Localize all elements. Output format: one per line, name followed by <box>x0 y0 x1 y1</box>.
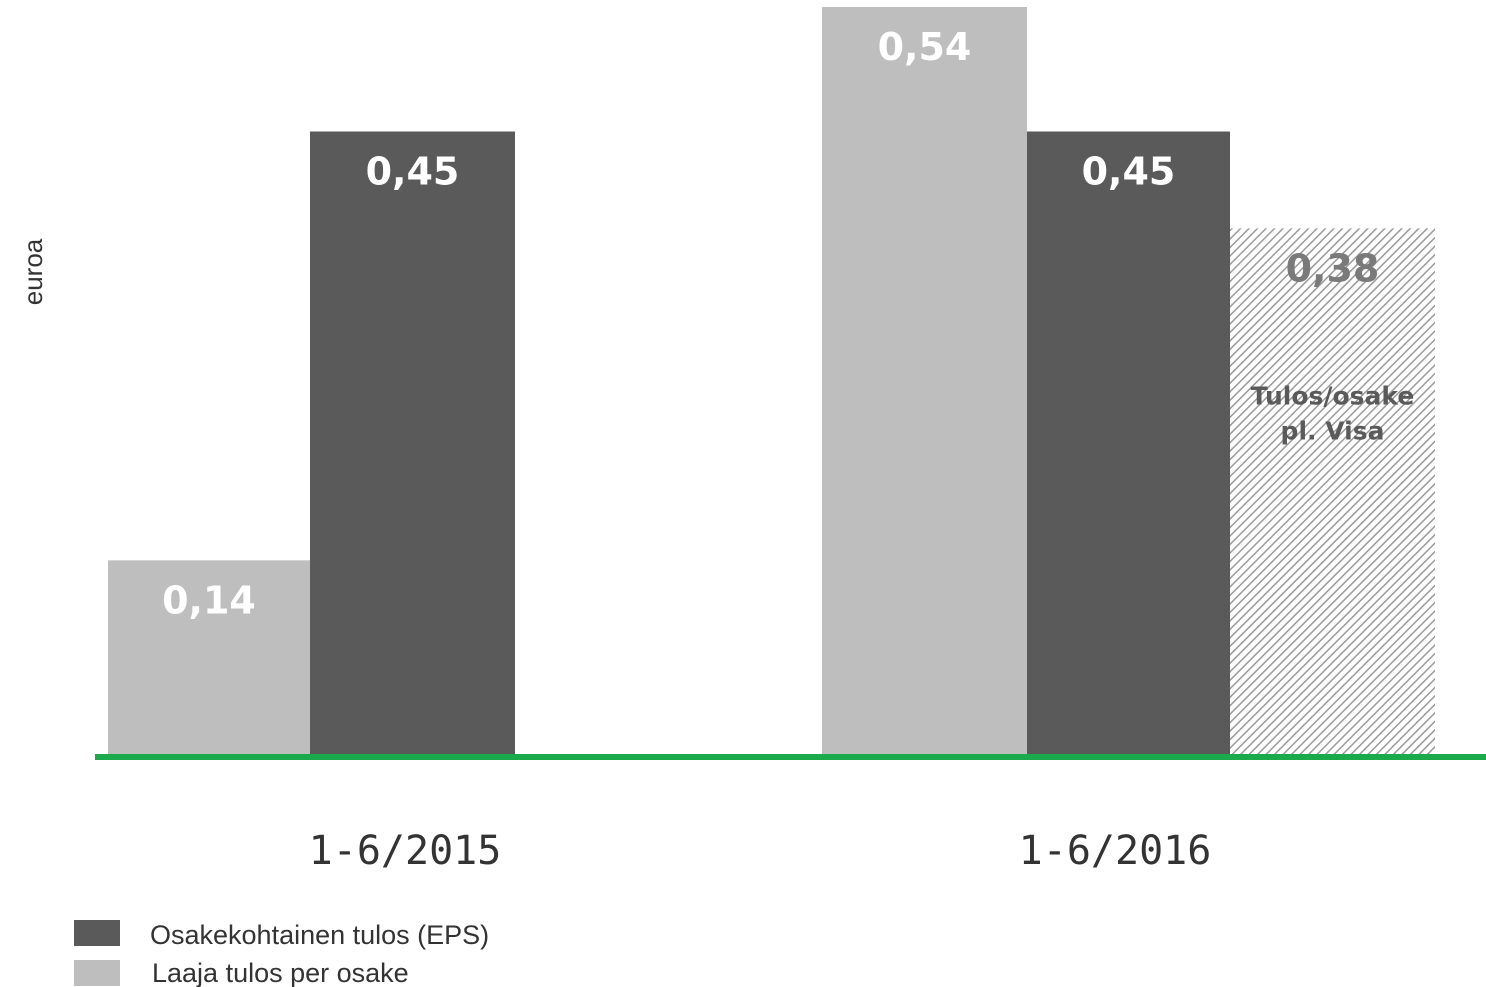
data-label-excluding-visa-2016: 0,38 <box>1286 246 1380 290</box>
bar-excluding-visa-2016 <box>1230 228 1435 755</box>
legend-label-eps: Osakekohtainen tulos (EPS) <box>150 920 489 950</box>
bar-eps-2016 <box>1027 131 1230 754</box>
annotation-line-2: pl. Visa <box>1281 416 1385 445</box>
legend: Osakekohtainen tulos (EPS) Laaja tulos p… <box>74 920 489 987</box>
annotation-line-1: Tulos/osake <box>1251 381 1415 410</box>
bar-comprehensive-2015 <box>108 560 310 754</box>
data-label-eps-2015: 0,45 <box>366 150 460 194</box>
y-axis-label: euroa <box>18 238 48 305</box>
legend-label-comprehensive: Laaja tulos per osake <box>152 958 409 987</box>
legend-swatch-eps <box>74 920 120 946</box>
bar-comprehensive-2016 <box>822 7 1027 754</box>
legend-swatch-comprehensive <box>74 960 120 986</box>
bar-eps-2015 <box>310 131 515 754</box>
data-label-comprehensive-2016: 0,54 <box>878 25 972 69</box>
data-label-comprehensive-2015: 0,14 <box>162 578 256 622</box>
data-label-eps-2016: 0,45 <box>1082 150 1176 194</box>
category-label-2015: 1-6/2015 <box>309 828 502 874</box>
category-label-2016: 1-6/2016 <box>1019 828 1212 874</box>
bars-layer: 0,14 0,45 0,54 0,45 0,38 Tulos/osake pl. Visa <box>108 7 1435 755</box>
